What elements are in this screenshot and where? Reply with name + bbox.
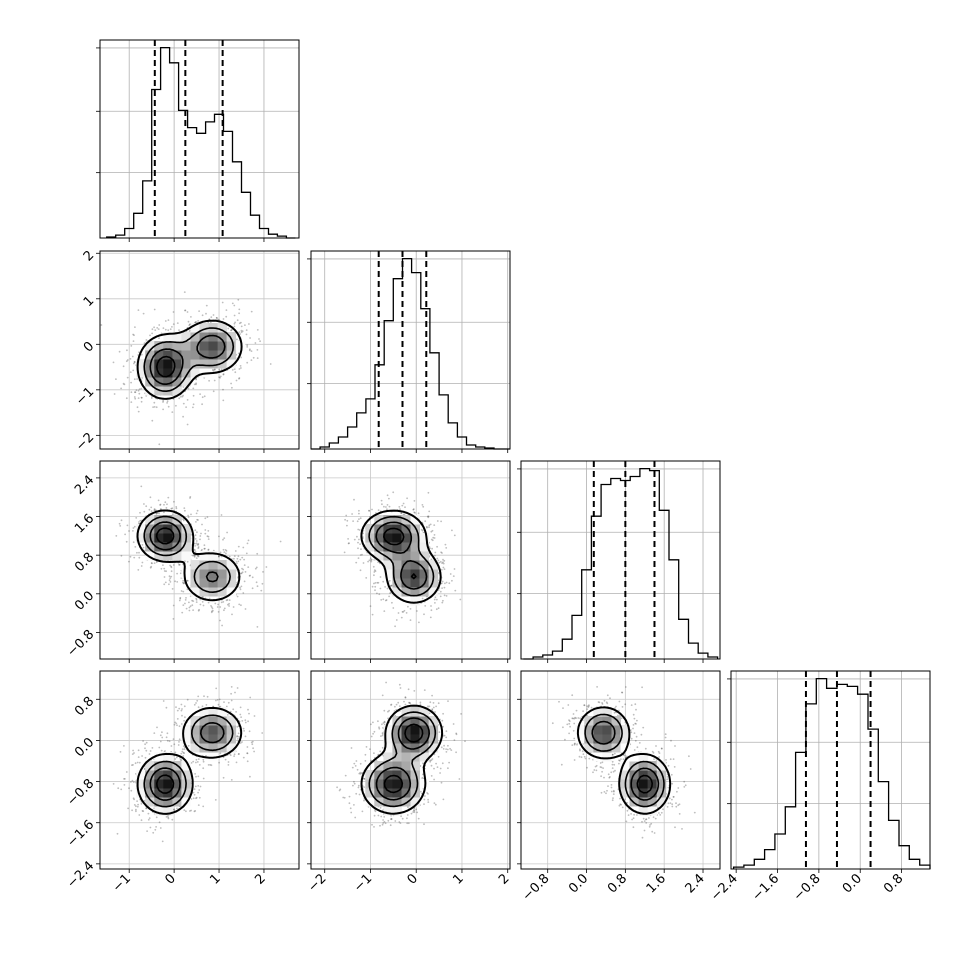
panel-frame [310, 670, 511, 870]
y-tick-label: −2.4 [64, 859, 97, 892]
panel-3-1: −2 −1 0 1 2 [305, 670, 513, 895]
x-tick-label: 2 [496, 871, 512, 887]
contour-2 [149, 334, 226, 385]
panel-3-0: −1 0 1 2 −2.4 −1.6 −0.8 0.0 0.8 [64, 670, 300, 895]
panel-frame [730, 670, 931, 870]
contour-2 [149, 521, 219, 583]
density-cells [136, 707, 237, 816]
x-tick-label: −0.8 [520, 871, 553, 904]
panel-frame [310, 460, 511, 660]
density-cells [136, 515, 237, 597]
y-tick-label: 2 [81, 248, 97, 264]
contour-1 [143, 515, 231, 593]
contour-2 [591, 720, 660, 801]
contour-3 [383, 723, 424, 794]
density-cells [575, 707, 667, 816]
y-tick-label: 0.8 [72, 694, 97, 719]
contour-3 [156, 355, 176, 378]
panel-frame [520, 460, 721, 660]
contour-1 [368, 711, 437, 808]
x-tick-label: 1 [450, 871, 466, 887]
contour-0 [576, 706, 672, 815]
panel-frame [99, 250, 300, 450]
histogram-3 [732, 677, 931, 869]
panel-0-0 [96, 39, 300, 242]
histogram-1 [311, 257, 510, 450]
contour-0 [136, 319, 243, 400]
x-tick-label: −0.8 [791, 871, 824, 904]
contour-2 [375, 521, 428, 590]
x-tick-label: 2.4 [683, 871, 708, 896]
y-tick-label: 2.4 [72, 473, 97, 498]
contour-3 [636, 774, 653, 794]
contour-0 [360, 509, 442, 604]
panel-frame [99, 39, 300, 239]
contour-3 [155, 527, 175, 545]
panel-frame [310, 250, 511, 450]
y-tick-label: 1.6 [72, 511, 97, 536]
y-tick-label: −1.6 [64, 817, 97, 850]
histogram-0 [106, 46, 296, 239]
panel-2-2 [517, 460, 721, 663]
y-tick-label: −0.8 [64, 627, 97, 660]
contour-3 [156, 774, 175, 794]
x-tick-label: −1 [351, 871, 375, 895]
contour-0 [360, 704, 444, 815]
y-tick-label: 1 [81, 293, 97, 309]
x-tick-label: 2 [252, 871, 268, 887]
histogram-2 [523, 467, 719, 660]
x-tick-label: −2 [305, 871, 329, 895]
panel-3-3: −2.4 −1.6 −0.8 0.0 0.8 [708, 670, 931, 904]
y-tick-label: 0.0 [72, 589, 97, 614]
contour-3 [383, 527, 417, 580]
x-tick-label: 0.8 [605, 871, 630, 896]
x-tick-label: 0 [162, 871, 178, 887]
contour-2 [375, 717, 430, 801]
density-cells [136, 323, 246, 396]
panel-frame [99, 460, 300, 660]
y-tick-label: 0.8 [72, 550, 97, 575]
panel-1-0: −2 −1 0 1 2 [73, 248, 300, 454]
panel-3-2: −0.8 0.0 0.8 1.6 2.4 [517, 670, 721, 904]
y-tick-label: −1 [73, 385, 97, 409]
contour-1 [368, 515, 435, 597]
contour-0 [136, 509, 241, 602]
y-tick-label: −0.8 [64, 776, 97, 809]
panel-2-0: −0.8 0.0 0.8 1.6 2.4 [64, 460, 300, 663]
contour-0 [136, 706, 243, 815]
panel-1-1 [307, 250, 511, 453]
x-tick-label: 0.0 [840, 871, 865, 896]
x-tick-label: 0.8 [881, 871, 906, 896]
x-tick-label: 1 [207, 871, 223, 887]
contour-2 [149, 722, 225, 801]
x-tick-label: 0 [405, 871, 421, 887]
contour-1 [584, 713, 665, 808]
panel-frame [520, 670, 721, 870]
y-tick-label: 0 [81, 339, 97, 355]
x-tick-label: 1.6 [644, 871, 669, 896]
scatter-points [115, 485, 282, 628]
y-tick-label: 0.0 [72, 735, 97, 760]
panel-2-1 [307, 460, 511, 663]
y-tick-label: −2 [73, 430, 97, 454]
x-tick-label: −2.4 [708, 871, 741, 904]
panel-frame [99, 670, 300, 870]
contour-1 [143, 714, 234, 808]
x-tick-label: −1 [110, 871, 134, 895]
x-tick-label: −1.6 [749, 871, 782, 904]
x-tick-label: 0.0 [566, 871, 591, 896]
contour-1 [143, 327, 235, 392]
